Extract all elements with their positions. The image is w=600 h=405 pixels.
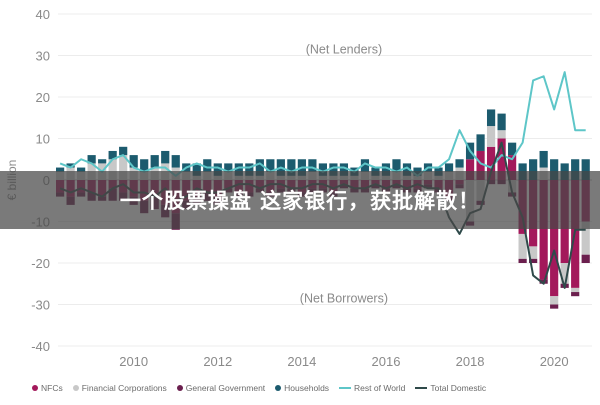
legend-item: General Government	[176, 383, 266, 393]
legend-swatch	[176, 385, 183, 391]
overlay-banner: 一个股票操盘 这家银行，获批解散！	[0, 171, 600, 229]
y-tick-label: 20	[36, 90, 50, 105]
y-tick-label: -20	[31, 256, 50, 271]
bar-households	[98, 159, 107, 164]
bar-households	[108, 150, 117, 160]
y-tick-label: 10	[36, 132, 50, 147]
bar-households	[77, 167, 86, 172]
bar-financial-corporations	[518, 233, 527, 259]
bar-financial-corporations	[581, 221, 590, 255]
annotation: (Net Lenders)	[306, 42, 382, 56]
x-tick-label: 2010	[119, 354, 148, 369]
bar-households	[266, 159, 275, 172]
bar-nfcs	[486, 146, 496, 180]
bar-general-government	[571, 292, 580, 297]
bar-financial-corporations	[119, 155, 128, 180]
legend-label: Households	[284, 383, 330, 393]
legend-swatch	[32, 385, 38, 391]
bar-households	[508, 142, 517, 156]
bar-households	[140, 159, 149, 172]
bar-nfcs	[550, 180, 559, 297]
bar-households	[476, 134, 485, 151]
x-tick-label: 2020	[540, 354, 569, 369]
bar-nfcs	[476, 150, 485, 180]
bar-households	[234, 163, 243, 176]
legend-label: General Government	[185, 383, 266, 393]
y-tick-label: -30	[31, 298, 50, 313]
bar-households	[529, 159, 538, 180]
bar-households	[308, 159, 317, 172]
bar-nfcs	[465, 159, 475, 180]
bar-households	[392, 159, 401, 172]
bar-nfcs	[508, 155, 517, 180]
bar-households	[161, 150, 170, 164]
legend-label: Financial Corporations	[81, 383, 167, 393]
bar-general-government	[581, 254, 590, 263]
bar-financial-corporations	[497, 130, 506, 139]
bar-households	[486, 109, 496, 127]
legend-item: Rest of World	[339, 383, 405, 393]
legend-item: Financial Corporations	[72, 383, 167, 393]
bar-households	[329, 163, 338, 176]
legend-swatch	[275, 385, 282, 391]
banner-text: 一个股票操盘 这家银行，获批解散！	[119, 189, 481, 213]
bar-households	[87, 155, 96, 164]
bar-households	[381, 163, 391, 176]
bar-households	[245, 163, 254, 176]
legend-swatch	[72, 385, 79, 391]
bar-nfcs	[539, 180, 548, 280]
bar-financial-corporations	[529, 246, 538, 259]
bar-households	[550, 159, 559, 180]
legend-swatch	[339, 387, 352, 389]
y-tick-label: 40	[36, 7, 50, 22]
bar-general-government	[550, 304, 559, 309]
bar-financial-corporations	[560, 263, 569, 284]
bar-households	[171, 155, 180, 168]
bar-general-government	[518, 258, 527, 263]
bar-households	[150, 155, 159, 168]
bar-households	[455, 159, 464, 168]
bar-households	[339, 163, 349, 176]
bar-financial-corporations	[486, 126, 496, 147]
bar-households	[66, 163, 75, 168]
legend-item: Households	[275, 383, 329, 393]
bar-households	[287, 159, 296, 176]
bar-households	[318, 163, 327, 176]
x-tick-label: 2016	[372, 354, 401, 369]
bar-households	[539, 150, 548, 168]
bar-households	[119, 146, 128, 156]
bar-households	[213, 163, 222, 176]
legend-item: Total Domestic	[415, 383, 486, 393]
bar-financial-corporations	[571, 287, 580, 293]
bar-households	[360, 159, 370, 172]
bar-households	[255, 159, 264, 176]
legend-label: NFCs	[41, 383, 63, 393]
bar-households	[497, 113, 506, 131]
bar-financial-corporations	[108, 159, 117, 180]
bar-financial-corporations	[550, 296, 559, 305]
x-tick-label: 2018	[456, 354, 485, 369]
bar-households	[56, 167, 65, 172]
bar-households	[571, 159, 580, 180]
y-tick-label: 30	[36, 49, 50, 64]
legend-label: Rest of World	[354, 383, 406, 393]
bar-households	[444, 163, 454, 172]
bar-general-government	[529, 258, 538, 263]
legend-label: Total Domestic	[430, 383, 487, 393]
chart-legend: NFCs Financial Corporations General Govern…	[32, 381, 592, 395]
bar-households	[192, 163, 201, 176]
x-tick-label: 2012	[203, 354, 232, 369]
bar-households	[402, 163, 412, 176]
bar-households	[224, 163, 233, 172]
bar-households	[129, 155, 138, 168]
bar-nfcs	[497, 138, 506, 180]
legend-swatch	[415, 387, 428, 389]
line-rest-of-world	[59, 71, 586, 177]
legend-item: NFCs	[32, 383, 63, 393]
bar-households	[581, 159, 590, 180]
bar-households	[203, 159, 212, 172]
annotation: (Net Borrowers)	[300, 291, 388, 305]
x-tick-label: 2014	[287, 354, 316, 369]
y-tick-label: -40	[31, 339, 50, 354]
